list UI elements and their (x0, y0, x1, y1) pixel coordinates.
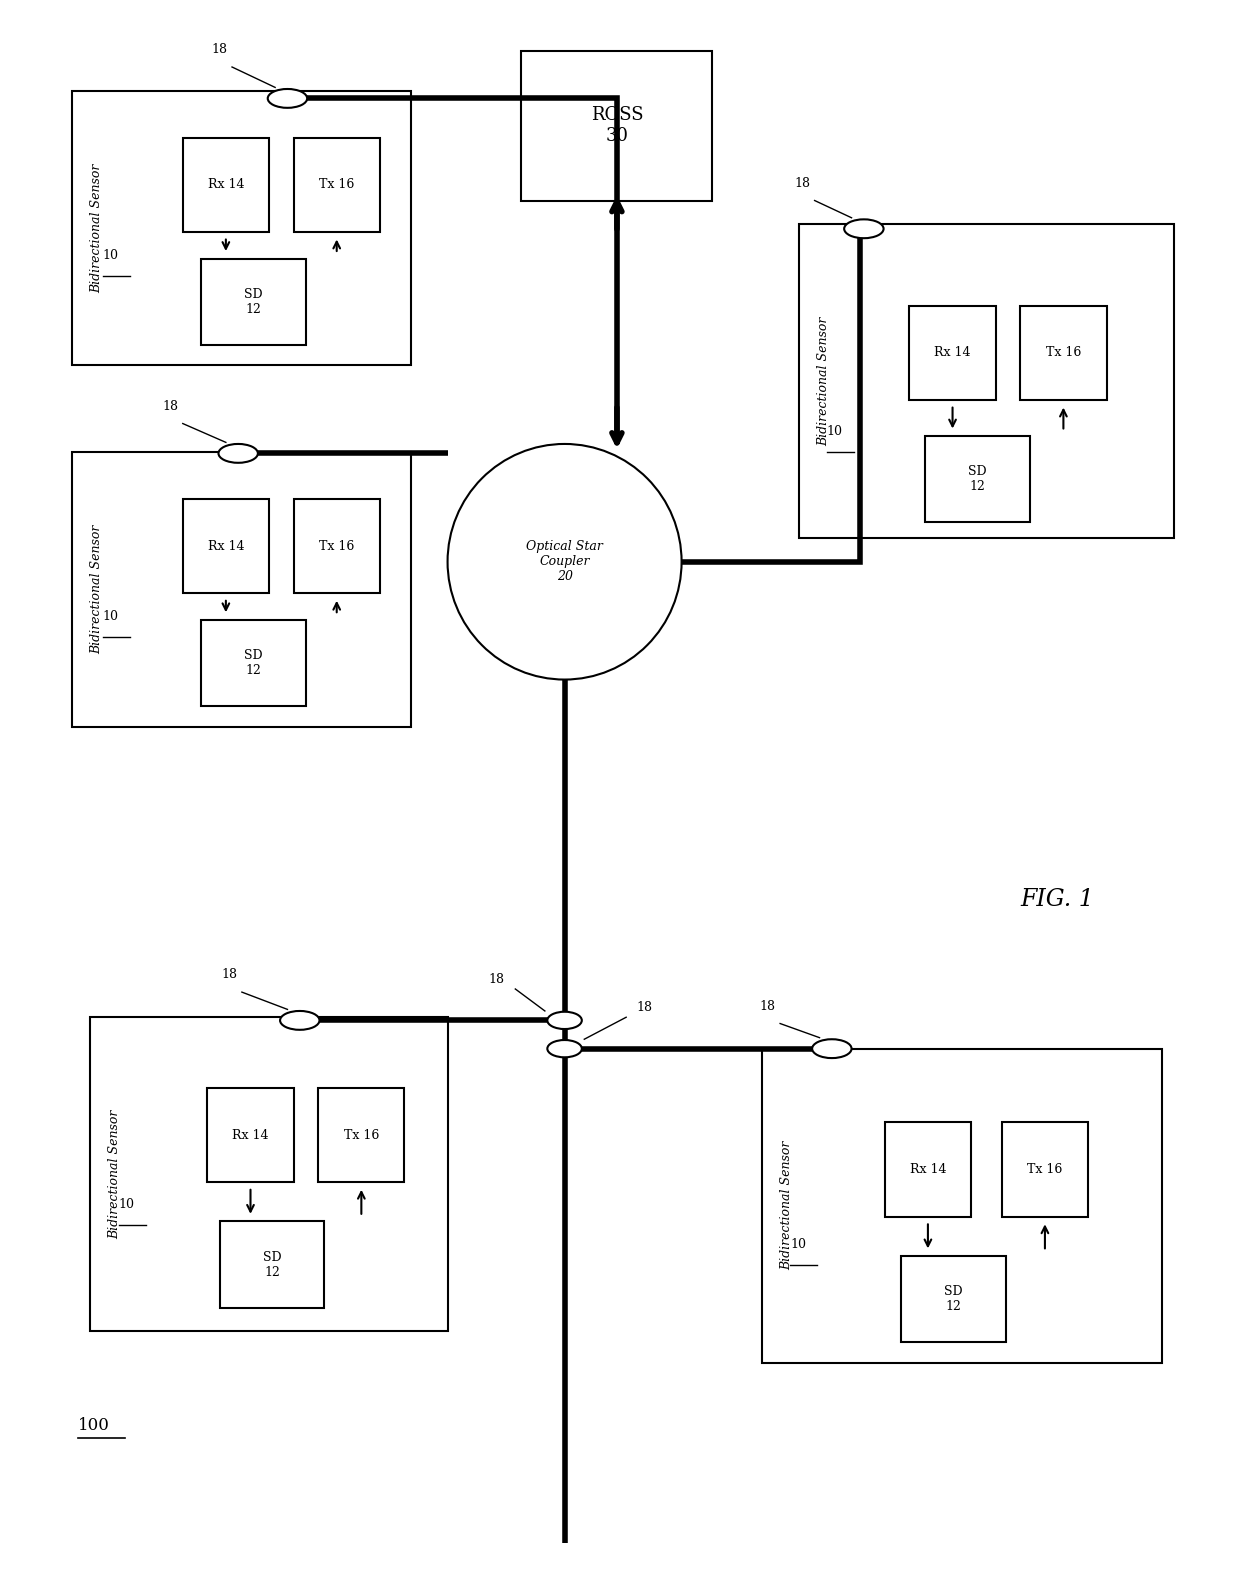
Text: 18: 18 (795, 177, 810, 189)
Text: Tx 16: Tx 16 (1027, 1164, 1063, 1176)
Text: 100: 100 (78, 1416, 110, 1434)
Bar (885, 1123, 971, 1217)
Text: Bidirectional Sensor: Bidirectional Sensor (109, 1110, 122, 1240)
Ellipse shape (812, 1039, 852, 1058)
Bar (522, 51, 712, 201)
Ellipse shape (448, 444, 682, 679)
Text: Rx 14: Rx 14 (232, 1129, 269, 1142)
Bar (1021, 306, 1106, 399)
Ellipse shape (280, 1011, 320, 1030)
Ellipse shape (547, 1012, 582, 1030)
Text: Rx 14: Rx 14 (910, 1164, 946, 1176)
Bar (91, 1017, 448, 1331)
Text: Tx 16: Tx 16 (319, 540, 355, 553)
Text: Bidirectional Sensor: Bidirectional Sensor (91, 163, 103, 292)
Bar (219, 1222, 325, 1307)
Bar (72, 90, 410, 365)
Text: 10: 10 (103, 609, 119, 624)
Bar (900, 1255, 1006, 1342)
Text: SD
12: SD 12 (944, 1285, 962, 1314)
Text: Tx 16: Tx 16 (319, 178, 355, 191)
Text: Rx 14: Rx 14 (934, 346, 971, 360)
Bar (761, 1048, 1162, 1363)
Text: 18: 18 (212, 43, 228, 55)
Bar (319, 1088, 404, 1183)
Text: Tx 16: Tx 16 (1045, 346, 1081, 360)
Text: ROSS
30: ROSS 30 (590, 106, 644, 145)
Bar (909, 306, 996, 399)
Text: Rx 14: Rx 14 (207, 178, 244, 191)
Text: 18: 18 (162, 399, 179, 412)
Text: 18: 18 (760, 1000, 776, 1012)
Text: Rx 14: Rx 14 (207, 540, 244, 553)
Bar (207, 1088, 294, 1183)
Bar (182, 499, 269, 594)
Text: Tx 16: Tx 16 (343, 1129, 379, 1142)
Bar (201, 259, 306, 344)
Text: Bidirectional Sensor: Bidirectional Sensor (91, 524, 103, 654)
Text: 18: 18 (489, 973, 505, 985)
Bar (294, 499, 379, 594)
Ellipse shape (844, 219, 884, 238)
Text: Optical Star
Coupler
20: Optical Star Coupler 20 (526, 540, 603, 583)
Text: 10: 10 (119, 1197, 135, 1211)
Text: 10: 10 (790, 1238, 806, 1252)
Bar (1002, 1123, 1087, 1217)
Ellipse shape (218, 444, 258, 463)
Text: SD
12: SD 12 (968, 466, 987, 493)
Text: 10: 10 (103, 249, 119, 262)
Text: SD
12: SD 12 (244, 287, 263, 316)
Text: Bidirectional Sensor: Bidirectional Sensor (780, 1142, 792, 1271)
Ellipse shape (268, 88, 308, 107)
Bar (182, 137, 269, 232)
Text: SD
12: SD 12 (263, 1251, 281, 1279)
Bar (799, 224, 1174, 538)
Bar (72, 452, 410, 726)
Text: 18: 18 (636, 1001, 652, 1014)
Text: FIG. 1: FIG. 1 (1021, 887, 1094, 911)
Ellipse shape (547, 1041, 582, 1058)
Text: SD
12: SD 12 (244, 649, 263, 677)
Text: Bidirectional Sensor: Bidirectional Sensor (817, 316, 830, 445)
Bar (294, 137, 379, 232)
Text: 10: 10 (827, 425, 843, 437)
Bar (201, 621, 306, 706)
Bar (925, 436, 1030, 523)
Text: 18: 18 (222, 968, 238, 981)
